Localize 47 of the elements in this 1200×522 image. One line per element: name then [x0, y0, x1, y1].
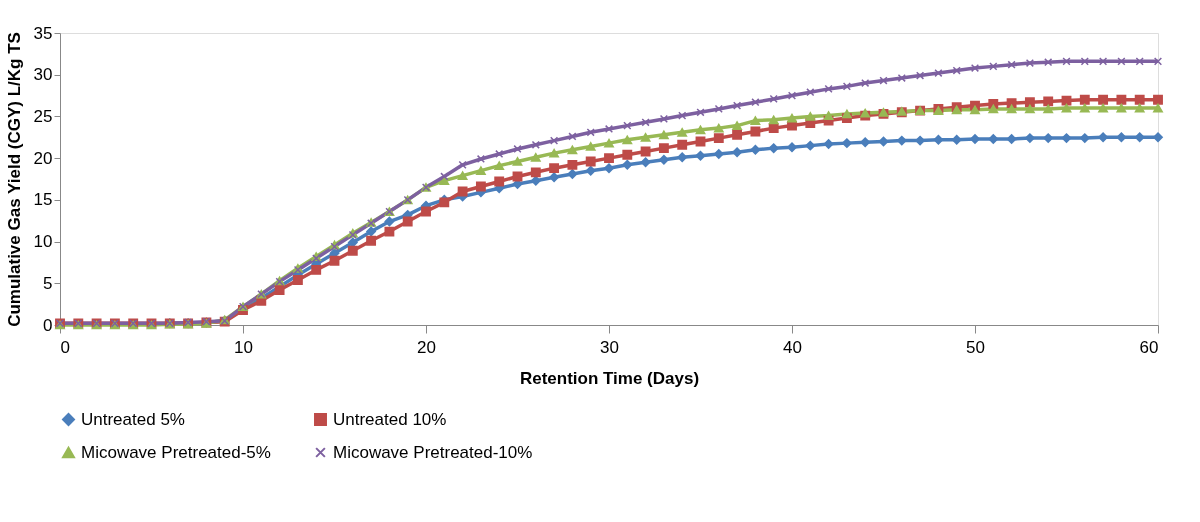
point	[732, 147, 743, 158]
y-tick-label: 5	[43, 273, 53, 293]
y-tick-label: 35	[33, 23, 53, 43]
y-tick-label: 30	[33, 65, 53, 85]
x-tick-label: 10	[234, 337, 253, 357]
y-tick-label: 25	[33, 106, 53, 126]
point	[658, 154, 669, 165]
x-axis-title: Retention Time (Days)	[519, 368, 700, 388]
point	[1061, 133, 1072, 144]
legend-label: Untreated 5%	[81, 409, 185, 429]
legend-label: Micowave Pretreated-5%	[81, 442, 271, 462]
point	[567, 169, 578, 179]
y-tick-label: 10	[33, 232, 53, 252]
y-tick-label: 20	[33, 148, 53, 168]
x-tick-label: 0	[60, 337, 70, 357]
point	[1006, 134, 1017, 144]
point	[585, 165, 596, 176]
x-tick-label: 60	[1139, 337, 1159, 357]
point	[366, 226, 377, 237]
point	[787, 142, 797, 153]
point	[805, 140, 816, 151]
point	[970, 134, 980, 144]
x-tick-label: 50	[966, 337, 985, 357]
point	[695, 150, 706, 161]
point	[860, 137, 871, 148]
x-tick-label: 20	[417, 337, 436, 357]
x-tick-label: 30	[600, 337, 619, 357]
point	[640, 157, 651, 168]
point	[713, 149, 724, 159]
point	[622, 159, 633, 170]
point	[768, 143, 779, 154]
point	[677, 152, 688, 163]
point	[988, 134, 999, 144]
point	[549, 172, 560, 183]
point	[1153, 132, 1163, 143]
point	[823, 139, 834, 149]
point	[384, 216, 395, 227]
legend-label: Untreated 10%	[333, 409, 447, 429]
point	[1116, 132, 1127, 143]
point	[604, 163, 614, 174]
x-tick-label: 40	[783, 337, 802, 357]
legend-label: Micowave Pretreated-10%	[333, 442, 533, 462]
y-tick-label: 15	[33, 190, 53, 210]
point	[750, 144, 761, 155]
point	[933, 134, 944, 145]
y-axis-title: Cumulative Gas Yield (CGY) L/Kg TS	[4, 32, 24, 327]
y-tick-label: 0	[43, 315, 53, 335]
